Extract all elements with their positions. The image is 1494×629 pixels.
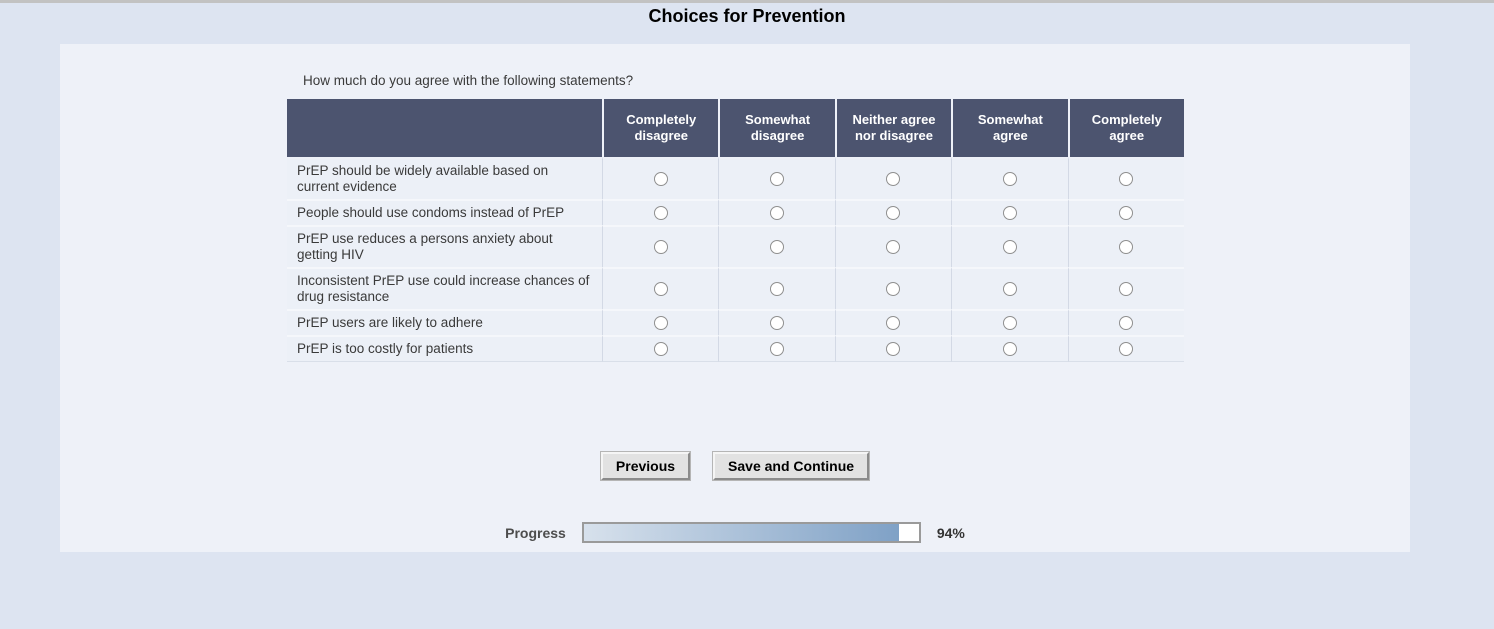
- column-header-3: Somewhat agree: [951, 99, 1068, 157]
- radio-statement-3-choice-2[interactable]: [886, 282, 901, 297]
- radio-statement-0-choice-1[interactable]: [770, 172, 785, 187]
- matrix-header-row: Completely disagree Somewhat disagree Neit…: [287, 99, 1184, 157]
- radio-statement-2-choice-2[interactable]: [886, 240, 901, 255]
- statement-row-0: PrEP should be widely available based on…: [287, 157, 1184, 199]
- progress-percent-value: 94%: [936, 524, 965, 541]
- statement-text: PrEP users are likely to adhere: [287, 309, 603, 335]
- radio-statement-4-choice-1[interactable]: [770, 316, 785, 331]
- radio-statement-4-choice-0[interactable]: [653, 316, 668, 331]
- radio-statement-5-choice-2[interactable]: [886, 342, 901, 357]
- choice-cell: [1067, 225, 1184, 267]
- radio-statement-2-choice-3[interactable]: [1002, 240, 1017, 255]
- column-header-2: Neither agree nor disagree: [834, 99, 952, 157]
- progress-bar-fill: [583, 524, 899, 541]
- choice-cell: [834, 335, 952, 362]
- choice-cell: [1067, 199, 1184, 225]
- choice-cell: [602, 309, 719, 335]
- radio-statement-0-choice-3[interactable]: [1002, 172, 1017, 187]
- statement-text: People should use condoms instead of PrE…: [287, 199, 603, 225]
- radio-statement-3-choice-0[interactable]: [653, 282, 668, 297]
- top-border-bar: [0, 0, 1494, 3]
- choice-cell: [951, 309, 1068, 335]
- radio-statement-3-choice-4[interactable]: [1119, 282, 1134, 297]
- radio-statement-0-choice-2[interactable]: [886, 172, 901, 187]
- radio-statement-3-choice-1[interactable]: [770, 282, 785, 297]
- progress-section: Progress 94%: [60, 522, 1410, 543]
- choice-cell: [834, 199, 952, 225]
- statement-text: PrEP use reduces a persons anxiety about…: [287, 225, 603, 267]
- choice-cell: [718, 225, 835, 267]
- radio-statement-5-choice-4[interactable]: [1119, 342, 1134, 357]
- radio-statement-5-choice-0[interactable]: [653, 342, 668, 357]
- statement-row-2: PrEP use reduces a persons anxiety about…: [287, 225, 1184, 267]
- radio-statement-4-choice-4[interactable]: [1119, 316, 1134, 331]
- choice-cell: [602, 335, 719, 362]
- content-panel: How much do you agree with the following…: [60, 44, 1410, 552]
- radio-statement-1-choice-0[interactable]: [653, 206, 668, 221]
- choice-cell: [718, 267, 835, 309]
- radio-statement-4-choice-3[interactable]: [1002, 316, 1017, 331]
- choice-cell: [1067, 267, 1184, 309]
- radio-statement-0-choice-4[interactable]: [1119, 172, 1134, 187]
- choice-cell: [951, 225, 1068, 267]
- choice-cell: [602, 225, 719, 267]
- choice-cell: [1067, 309, 1184, 335]
- radio-statement-2-choice-0[interactable]: [653, 240, 668, 255]
- choice-cell: [718, 199, 835, 225]
- choice-cell: [834, 267, 952, 309]
- statement-row-3: Inconsistent PrEP use could increase cha…: [287, 267, 1184, 309]
- radio-statement-5-choice-1[interactable]: [770, 342, 785, 357]
- radio-statement-1-choice-2[interactable]: [886, 206, 901, 221]
- radio-statement-5-choice-3[interactable]: [1002, 342, 1017, 357]
- matrix-corner-cell: [287, 99, 603, 157]
- radio-statement-2-choice-1[interactable]: [770, 240, 785, 255]
- choice-cell: [834, 157, 952, 199]
- column-header-0: Completely disagree: [602, 99, 719, 157]
- choice-cell: [951, 267, 1068, 309]
- progress-bar-track: [581, 522, 921, 543]
- question-text: How much do you agree with the following…: [303, 73, 634, 88]
- radio-statement-2-choice-4[interactable]: [1119, 240, 1134, 255]
- statement-row-5: PrEP is too costly for patients: [287, 335, 1184, 362]
- previous-button[interactable]: Previous: [599, 451, 692, 481]
- choice-cell: [602, 199, 719, 225]
- radio-statement-1-choice-3[interactable]: [1002, 206, 1017, 221]
- choice-cell: [602, 267, 719, 309]
- choice-cell: [718, 335, 835, 362]
- choice-cell: [1067, 157, 1184, 199]
- statement-row-4: PrEP users are likely to adhere: [287, 309, 1184, 335]
- agreement-matrix-table: Completely disagree Somewhat disagree Neit…: [287, 99, 1184, 362]
- statement-text: PrEP is too costly for patients: [287, 335, 603, 362]
- progress-label: Progress: [505, 524, 566, 541]
- radio-statement-1-choice-1[interactable]: [770, 206, 785, 221]
- statement-text: Inconsistent PrEP use could increase cha…: [287, 267, 603, 309]
- navigation-buttons: Previous Save and Continue: [60, 451, 1410, 481]
- radio-statement-0-choice-0[interactable]: [653, 172, 668, 187]
- choice-cell: [834, 225, 952, 267]
- save-and-continue-button[interactable]: Save and Continue: [712, 451, 871, 481]
- choice-cell: [718, 309, 835, 335]
- choice-cell: [951, 199, 1068, 225]
- radio-statement-4-choice-2[interactable]: [886, 316, 901, 331]
- column-header-1: Somewhat disagree: [718, 99, 835, 157]
- statement-row-1: People should use condoms instead of PrE…: [287, 199, 1184, 225]
- page-title: Choices for Prevention: [648, 6, 846, 26]
- choice-cell: [951, 157, 1068, 199]
- choice-cell: [1067, 335, 1184, 362]
- statement-text: PrEP should be widely available based on…: [287, 157, 603, 199]
- column-header-4: Completely agree: [1067, 99, 1184, 157]
- choice-cell: [718, 157, 835, 199]
- radio-statement-3-choice-3[interactable]: [1002, 282, 1017, 297]
- choice-cell: [602, 157, 719, 199]
- radio-statement-1-choice-4[interactable]: [1119, 206, 1134, 221]
- choice-cell: [951, 335, 1068, 362]
- choice-cell: [834, 309, 952, 335]
